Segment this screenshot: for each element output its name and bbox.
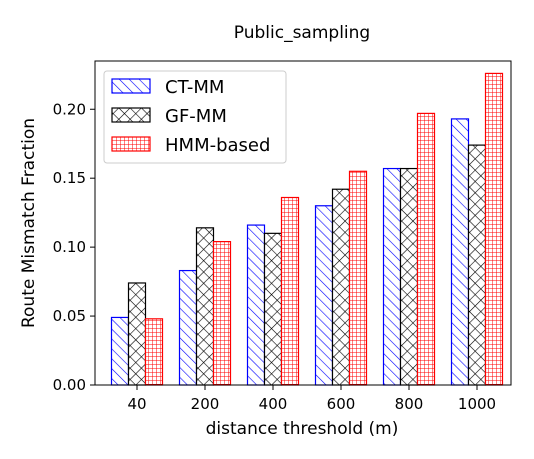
bar-ct-mm-200 — [178, 269, 198, 386]
legend-swatch-hmm-based — [111, 136, 151, 152]
x-tick-label: 200 — [191, 395, 220, 413]
bar-gf-mm-800 — [399, 167, 419, 386]
legend-swatch-gf-mm — [111, 107, 151, 123]
legend-swatch-ct-mm — [111, 78, 151, 94]
bar-gf-mm-40 — [127, 282, 147, 386]
bar-gf-mm-200 — [195, 227, 215, 386]
bar-ct-mm-600 — [314, 205, 334, 386]
plot-frame — [94, 60, 512, 386]
bar-gf-mm-1000 — [467, 144, 487, 386]
x-tick-label: 800 — [395, 395, 424, 413]
x-tick-label: 400 — [259, 395, 288, 413]
y-tick-label: 0.00 — [53, 376, 86, 394]
bar-gf-mm-600 — [331, 188, 351, 386]
legend-label-ct-mm: CT-MM — [165, 77, 224, 98]
bar-ct-mm-1000 — [450, 118, 470, 386]
y-tick-label: 0.05 — [53, 307, 86, 325]
x-axis-ticks: 40 200 400 600 800 1000 — [127, 385, 496, 413]
bar-hmm-based-800 — [416, 112, 436, 386]
bars-layer — [110, 72, 504, 386]
bar-hmm-based-600 — [348, 170, 368, 386]
legend: CT-MM GF-MM HMM-based — [103, 70, 287, 164]
x-tick-label: 600 — [327, 395, 356, 413]
legend-label-gf-mm: GF-MM — [165, 106, 227, 127]
y-tick-label: 0.15 — [53, 169, 86, 187]
bar-hmm-based-40 — [144, 318, 164, 386]
x-tick-label: 1000 — [458, 395, 496, 413]
y-axis-ticks: 0.00 0.05 0.10 0.15 0.20 — [53, 100, 95, 394]
x-tick-label: 40 — [127, 395, 146, 413]
chart-title: Public_sampling — [234, 23, 370, 43]
bar-hmm-based-1000 — [484, 72, 504, 386]
bar-ct-mm-800 — [382, 167, 402, 386]
bar-ct-mm-40 — [110, 316, 130, 386]
bar-ct-mm-400 — [246, 224, 266, 386]
bar-hmm-based-200 — [212, 241, 232, 386]
y-axis-label: Route Mismatch Fraction — [19, 118, 39, 328]
bar-hmm-based-400 — [280, 196, 300, 386]
y-tick-label: 0.20 — [53, 100, 86, 118]
y-tick-label: 0.10 — [53, 238, 86, 256]
bar-gf-mm-400 — [263, 232, 283, 386]
legend-label-hmm-based: HMM-based — [165, 135, 270, 156]
x-axis-label: distance threshold (m) — [206, 419, 399, 439]
